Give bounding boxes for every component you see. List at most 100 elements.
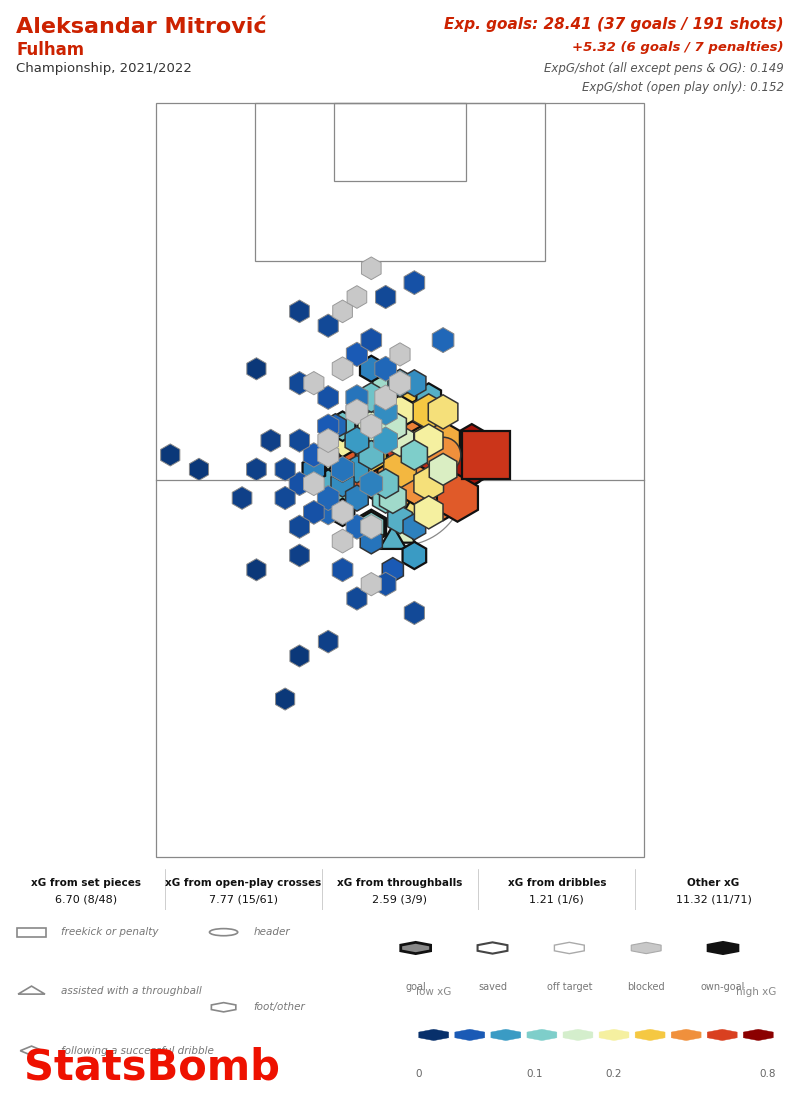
Polygon shape <box>247 558 266 581</box>
Text: +5.32 (6 goals / 7 penalties): +5.32 (6 goals / 7 penalties) <box>573 41 784 54</box>
Polygon shape <box>379 483 406 514</box>
Polygon shape <box>275 457 295 481</box>
Polygon shape <box>414 466 443 501</box>
Polygon shape <box>413 394 444 430</box>
Polygon shape <box>527 1029 557 1040</box>
Polygon shape <box>346 400 368 425</box>
Bar <box>334 103 466 181</box>
Polygon shape <box>318 500 339 525</box>
Polygon shape <box>328 424 357 457</box>
Text: StatsBomb: StatsBomb <box>24 1047 280 1089</box>
Text: 1.21 (1/6): 1.21 (1/6) <box>530 894 584 904</box>
Text: Fulham: Fulham <box>16 41 84 59</box>
Polygon shape <box>275 486 295 509</box>
Polygon shape <box>388 370 412 397</box>
Polygon shape <box>346 342 367 366</box>
Polygon shape <box>362 256 381 280</box>
Polygon shape <box>346 385 368 411</box>
Polygon shape <box>346 485 368 511</box>
Polygon shape <box>337 445 378 493</box>
Polygon shape <box>330 498 354 526</box>
Text: 0.8: 0.8 <box>760 1069 776 1079</box>
Polygon shape <box>384 428 430 482</box>
Polygon shape <box>373 483 398 513</box>
Polygon shape <box>304 372 324 395</box>
Polygon shape <box>743 1029 774 1040</box>
Text: header: header <box>254 927 290 937</box>
Polygon shape <box>361 414 382 438</box>
Text: Other xG: Other xG <box>687 878 740 888</box>
Polygon shape <box>404 602 425 625</box>
Polygon shape <box>382 557 403 582</box>
Polygon shape <box>478 942 507 953</box>
Text: 0.1: 0.1 <box>526 1069 543 1079</box>
Text: low xG: low xG <box>416 988 451 998</box>
Circle shape <box>354 444 389 480</box>
Polygon shape <box>346 514 368 539</box>
Polygon shape <box>331 456 354 482</box>
Polygon shape <box>318 414 338 438</box>
Polygon shape <box>360 528 382 554</box>
Polygon shape <box>331 471 354 497</box>
Polygon shape <box>316 470 341 498</box>
Polygon shape <box>373 468 398 498</box>
Polygon shape <box>366 461 406 506</box>
Polygon shape <box>318 485 339 511</box>
Text: 6.70 (8/48): 6.70 (8/48) <box>55 894 118 904</box>
Polygon shape <box>290 515 310 538</box>
Polygon shape <box>332 558 353 582</box>
Polygon shape <box>455 1029 485 1040</box>
Polygon shape <box>302 456 325 483</box>
Polygon shape <box>375 385 397 410</box>
Text: blocked: blocked <box>627 981 665 991</box>
Polygon shape <box>325 414 346 438</box>
Polygon shape <box>358 512 384 542</box>
Text: xG from throughballs: xG from throughballs <box>338 878 462 888</box>
Polygon shape <box>413 393 445 431</box>
Polygon shape <box>437 474 478 522</box>
Polygon shape <box>360 471 382 497</box>
Polygon shape <box>330 412 355 441</box>
Text: goal: goal <box>406 981 426 991</box>
Polygon shape <box>290 645 309 667</box>
Polygon shape <box>275 688 294 710</box>
Polygon shape <box>290 372 310 395</box>
Text: Exp. goals: 28.41 (37 goals / 191 shots): Exp. goals: 28.41 (37 goals / 191 shots) <box>444 17 784 32</box>
Text: ExpG/shot (all except pens & OG): 0.149: ExpG/shot (all except pens & OG): 0.149 <box>544 62 784 75</box>
Polygon shape <box>261 430 281 452</box>
Polygon shape <box>347 285 366 309</box>
Polygon shape <box>332 501 353 525</box>
Polygon shape <box>554 942 584 953</box>
Polygon shape <box>358 383 384 412</box>
Polygon shape <box>414 424 443 457</box>
Polygon shape <box>332 357 353 381</box>
Polygon shape <box>385 516 415 543</box>
Polygon shape <box>426 421 460 460</box>
Polygon shape <box>356 437 387 473</box>
Polygon shape <box>402 542 426 569</box>
Polygon shape <box>386 425 414 456</box>
Polygon shape <box>317 440 339 471</box>
Polygon shape <box>707 1029 737 1040</box>
Polygon shape <box>430 453 457 485</box>
Text: 0: 0 <box>416 1069 422 1079</box>
Polygon shape <box>418 1029 449 1040</box>
Polygon shape <box>419 427 467 483</box>
Polygon shape <box>358 411 385 442</box>
Polygon shape <box>375 285 396 309</box>
Polygon shape <box>491 1029 521 1040</box>
Polygon shape <box>190 458 209 481</box>
Polygon shape <box>390 371 410 395</box>
Polygon shape <box>563 1029 593 1040</box>
Polygon shape <box>382 478 418 518</box>
Text: Aleksandar Mitrović: Aleksandar Mitrović <box>16 17 266 37</box>
Polygon shape <box>246 458 266 481</box>
Polygon shape <box>396 463 432 504</box>
Polygon shape <box>289 472 310 495</box>
Polygon shape <box>445 424 498 486</box>
Polygon shape <box>417 383 441 412</box>
Polygon shape <box>402 370 426 396</box>
Polygon shape <box>432 327 454 353</box>
Polygon shape <box>333 300 352 323</box>
Polygon shape <box>599 1029 629 1040</box>
